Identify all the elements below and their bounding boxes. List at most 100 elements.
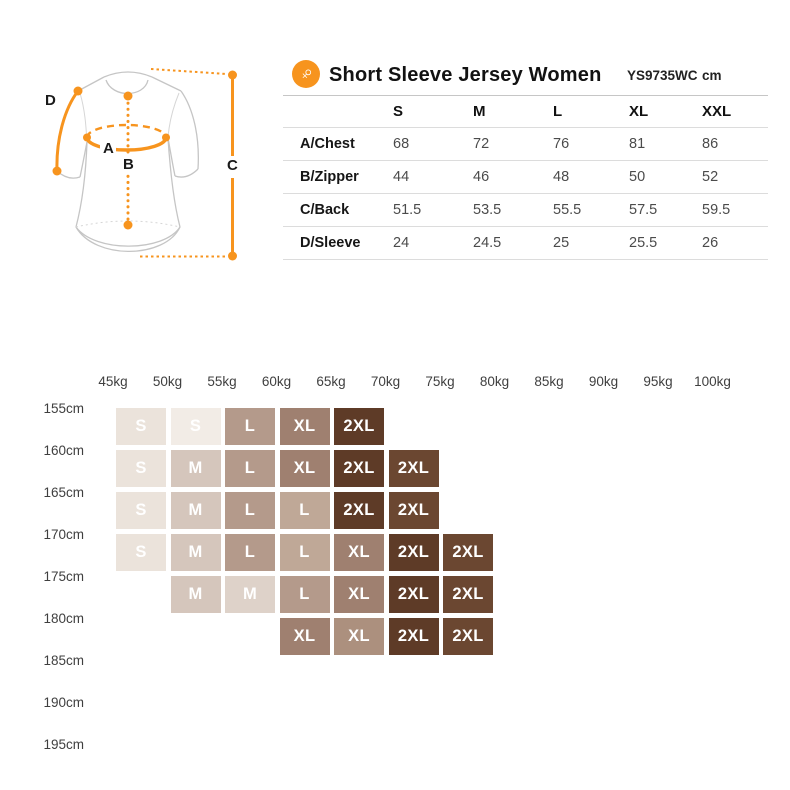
size-cell-s: S: [170, 408, 221, 445]
height-label: 180cm: [43, 611, 84, 626]
size-cell-xl: XL: [279, 450, 330, 487]
height-label: 170cm: [43, 527, 84, 542]
size-cell-2xl: 2XL: [334, 492, 384, 529]
table-row-sleeve: D/Sleeve 24 24.5 25 25.5 26: [283, 227, 768, 260]
weight-label: 100kg: [694, 374, 731, 389]
size-cell-2xl: 2XL: [388, 618, 439, 655]
size-cell-l: L: [225, 492, 275, 529]
weight-label: 50kg: [152, 374, 183, 389]
size-cell-2xl: 2XL: [388, 492, 439, 529]
product-title: Short Sleeve Jersey Women: [329, 64, 602, 86]
cell-value: 81: [629, 136, 646, 152]
size-cell-2xl: 2XL: [388, 534, 439, 571]
col-header-l: L: [553, 103, 563, 120]
size-cell-2xl: 2XL: [443, 576, 493, 613]
cell-value: 24.5: [473, 235, 502, 251]
size-cell-xl: XL: [279, 618, 330, 655]
diagram-label-c: C: [227, 157, 238, 174]
height-label: 160cm: [43, 443, 84, 458]
cell-value: 72: [473, 136, 490, 152]
cell-value: 26: [702, 235, 719, 251]
cell-value: 48: [553, 169, 570, 185]
cell-value: 24: [393, 235, 410, 251]
measure-b-zipper: [123, 91, 133, 230]
cell-value: 59.5: [702, 202, 731, 218]
height-label: 165cm: [43, 485, 84, 500]
weight-label: 55kg: [207, 374, 237, 389]
cell-value: 25.5: [629, 235, 658, 251]
cell-value: 86: [702, 136, 719, 152]
jersey-measurement-diagram: A B C D: [45, 68, 238, 261]
size-cell-2xl: 2XL: [388, 576, 439, 613]
size-cell-m: M: [225, 576, 275, 613]
size-cell-xl: XL: [279, 408, 330, 445]
size-cell-l: L: [279, 492, 330, 529]
size-cell-2xl: 2XL: [388, 450, 439, 487]
weight-label: 75kg: [425, 374, 455, 389]
size-cell-xl: XL: [334, 618, 384, 655]
weight-label: 95kg: [643, 374, 673, 389]
cell-value: 46: [473, 169, 490, 185]
row-label: B/Zipper: [300, 169, 359, 185]
size-cell-xl: XL: [334, 534, 384, 571]
cell-value: 76: [553, 136, 570, 152]
size-cell-2xl: 2XL: [443, 618, 493, 655]
size-cell-l: L: [225, 408, 275, 445]
size-cell-2xl: 2XL: [443, 534, 493, 571]
col-header-m: M: [473, 103, 486, 120]
cell-value: 57.5: [629, 202, 658, 218]
cell-value: 53.5: [473, 202, 502, 218]
row-label: A/Chest: [300, 136, 355, 152]
weight-label: 90kg: [588, 374, 619, 389]
model-code: YS9735WC: [627, 68, 698, 83]
measure-c-back: [140, 68, 237, 261]
height-label: 175cm: [43, 569, 84, 584]
size-cell-2xl: 2XL: [334, 450, 384, 487]
cell-value: 44: [393, 169, 410, 185]
size-cell-l: L: [279, 534, 330, 571]
cell-value: 55.5: [553, 202, 582, 218]
height-label: 185cm: [43, 653, 84, 668]
size-cell-s: S: [116, 534, 166, 571]
height-label: 190cm: [43, 695, 84, 710]
weight-label: 45kg: [98, 374, 128, 389]
cell-value: 68: [393, 136, 410, 152]
size-cell-m: M: [170, 576, 221, 613]
weight-label: 85kg: [534, 374, 564, 389]
weight-label: 80kg: [479, 374, 510, 389]
size-columns-row: S M L XL XXL: [283, 96, 768, 128]
col-header-s: S: [393, 103, 404, 120]
size-cell-s: S: [116, 450, 166, 487]
size-cell-m: M: [170, 534, 221, 571]
table-row-chest: A/Chest 68 72 76 81 86: [283, 128, 768, 161]
weight-label: 65kg: [316, 374, 346, 389]
size-cell-xl: XL: [334, 576, 384, 613]
table-row-zipper: B/Zipper 44 46 48 50 52: [283, 161, 768, 194]
size-cell-2xl: 2XL: [334, 408, 384, 445]
size-cell-l: L: [225, 450, 275, 487]
col-header-xl: XL: [629, 103, 649, 120]
row-label: C/Back: [300, 202, 350, 218]
diagram-label-a: A: [103, 140, 114, 157]
diagram-label-b: B: [123, 156, 134, 173]
weight-label: 60kg: [261, 374, 292, 389]
size-cell-m: M: [170, 450, 221, 487]
row-label: D/Sleeve: [300, 235, 361, 251]
cell-value: 25: [553, 235, 570, 251]
table-row-back: C/Back 51.5 53.5 55.5 57.5 59.5: [283, 194, 768, 227]
size-cell-l: L: [279, 576, 330, 613]
size-table: ♀ Short Sleeve Jersey Women YS9735WC cm …: [283, 55, 768, 260]
col-header-xxl: XXL: [702, 103, 732, 120]
size-cell-l: L: [225, 534, 275, 571]
measurement-marks: A B C D: [45, 68, 238, 261]
unit-label: cm: [702, 68, 722, 83]
size-cell-m: M: [170, 492, 221, 529]
cell-value: 51.5: [393, 202, 422, 218]
cell-value: 50: [629, 169, 646, 185]
diagram-label-d: D: [45, 92, 56, 109]
size-cell-s: S: [116, 408, 166, 445]
size-cell-s: S: [116, 492, 166, 529]
female-icon: ♀: [292, 60, 320, 88]
cell-value: 52: [702, 169, 719, 185]
